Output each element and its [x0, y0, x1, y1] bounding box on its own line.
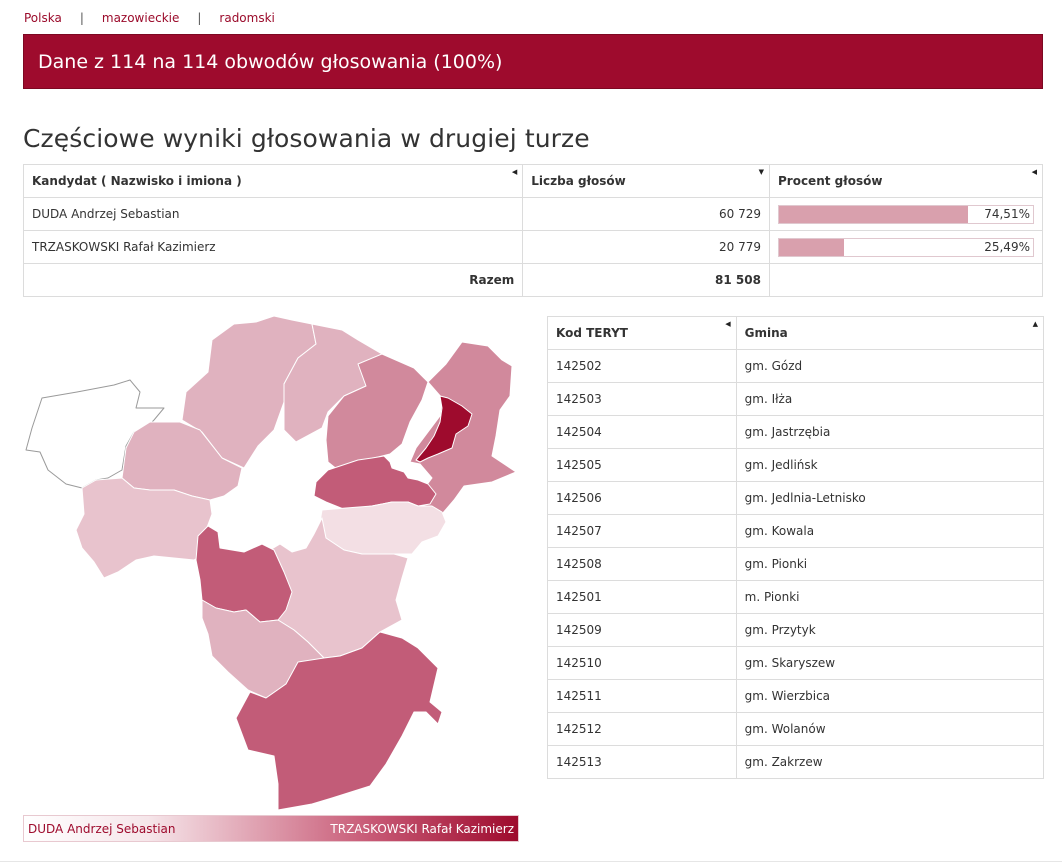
map-region-city[interactable]	[415, 395, 473, 463]
sort-left-icon[interactable]: ◀	[1031, 168, 1037, 176]
table-row[interactable]: 142505 gm. Jedlińsk	[547, 448, 1045, 482]
gmina-name: gm. Jedlnia-Letnisko	[735, 481, 1045, 515]
sort-left-icon[interactable]: ◀	[511, 168, 518, 176]
breadcrumb-separator: |	[197, 11, 202, 25]
bottom-divider	[0, 861, 1062, 862]
candidate-votes: 20 779	[522, 230, 770, 264]
table-row[interactable]: 142504 gm. Jastrzębia	[547, 415, 1045, 449]
table-row[interactable]: 142510 gm. Skaryszew	[547, 646, 1045, 680]
percent-bar-fill	[778, 238, 844, 256]
table-row[interactable]: 142501 m. Pionki	[547, 580, 1045, 614]
gmina-name: gm. Kowala	[735, 514, 1045, 548]
breadcrumb: Polska | mazowieckie | radomski	[24, 9, 275, 27]
table-row[interactable]: 142503 gm. Iłża	[547, 382, 1045, 416]
gmina-name: gm. Iłża	[735, 382, 1045, 416]
teryt-code: 142510	[547, 646, 737, 680]
candidate-percent: 74,51%	[768, 197, 1044, 231]
breadcrumb-radomski[interactable]: radomski	[219, 11, 275, 25]
table-row[interactable]: 142502 gm. Gózd	[547, 349, 1045, 383]
results-table: Kandydat ( Nazwisko i imiona ) ◀ Liczba …	[22, 164, 1044, 297]
total-label: Razem	[22, 263, 524, 297]
header-candidate-label: Kandydat ( Nazwisko i imiona )	[32, 174, 242, 188]
breadcrumb-separator: |	[79, 11, 84, 25]
table-row[interactable]: 142508 gm. Pionki	[547, 547, 1045, 581]
gminy-table: Kod TERYT ◀ Gmina ▲ 142502 gm. Gózd 142503…	[547, 316, 1045, 779]
map-region[interactable]	[283, 323, 387, 443]
map-region[interactable]	[235, 631, 443, 811]
gminy-header-row: Kod TERYT ◀ Gmina ▲	[547, 316, 1045, 350]
teryt-code: 142504	[547, 415, 737, 449]
sort-left-icon[interactable]: ◀	[725, 320, 731, 328]
teryt-code: 142506	[547, 481, 737, 515]
table-row: TRZASKOWSKI Rafał Kazimierz 20 779 25,49…	[22, 230, 1044, 264]
gmina-name: gm. Jedlińsk	[735, 448, 1045, 482]
teryt-code: 142509	[547, 613, 737, 647]
header-gmina-label: Gmina	[744, 326, 788, 340]
table-row[interactable]: 142507 gm. Kowala	[547, 514, 1045, 548]
map-region-empty	[25, 379, 165, 489]
table-row[interactable]: 142511 gm. Wierzbica	[547, 679, 1045, 713]
candidate-percent: 25,49%	[768, 230, 1044, 264]
candidate-name: TRZASKOWSKI Rafał Kazimierz	[22, 230, 524, 264]
legend-left-label: DUDA Andrzej Sebastian	[28, 821, 176, 836]
percent-label: 74,51%	[984, 206, 1030, 221]
breadcrumb-polska[interactable]: Polska	[24, 11, 62, 25]
total-empty	[768, 263, 1044, 297]
header-gmina[interactable]: Gmina ▲	[735, 316, 1045, 350]
sort-down-icon[interactable]: ▼	[758, 168, 764, 176]
percent-bar-fill	[778, 205, 969, 223]
teryt-code: 142512	[547, 712, 737, 746]
teryt-code: 142503	[547, 382, 737, 416]
gmina-name: gm. Skaryszew	[735, 646, 1045, 680]
teryt-code: 142507	[547, 514, 737, 548]
gmina-name: gm. Wolanów	[735, 712, 1045, 746]
header-votes-label: Liczba głosów	[531, 174, 626, 188]
header-votes[interactable]: Liczba głosów ▼	[522, 164, 770, 198]
header-percent-label: Procent głosów	[777, 174, 883, 188]
header-candidate[interactable]: Kandydat ( Nazwisko i imiona ) ◀	[22, 164, 524, 198]
gminy-body: 142502 gm. Gózd 142503 gm. Iłża 142504 gm. Ja…	[547, 349, 1045, 779]
data-coverage-banner: Dane z 114 na 114 obwodów głosowania (10…	[23, 34, 1043, 89]
total-row: Razem 81 508	[22, 263, 1044, 297]
teryt-code: 142511	[547, 679, 737, 713]
gmina-name: gm. Pionki	[735, 547, 1045, 581]
percent-bar: 25,49%	[777, 237, 1034, 257]
sort-up-icon[interactable]: ▲	[1032, 320, 1038, 328]
teryt-code: 142513	[547, 745, 737, 779]
district-map	[25, 315, 517, 811]
gmina-name: m. Pionki	[735, 580, 1045, 614]
map-regions	[25, 315, 517, 811]
teryt-code: 142505	[547, 448, 737, 482]
candidate-name: DUDA Andrzej Sebastian	[22, 197, 524, 231]
gmina-name: gm. Jastrzębia	[735, 415, 1045, 449]
teryt-code: 142502	[547, 349, 737, 383]
breadcrumb-mazowieckie[interactable]: mazowieckie	[101, 11, 180, 25]
total-value: 81 508	[522, 263, 770, 297]
section-title: Częściowe wyniki głosowania w drugiej tu…	[23, 124, 590, 153]
table-row[interactable]: 142512 gm. Wolanów	[547, 712, 1045, 746]
legend-right-label: TRZASKOWSKI Rafał Kazimierz	[330, 821, 514, 836]
percent-bar: 74,51%	[777, 204, 1034, 224]
table-row: DUDA Andrzej Sebastian 60 729 74,51%	[22, 197, 1044, 231]
percent-label: 25,49%	[984, 239, 1030, 254]
gmina-name: gm. Zakrzew	[735, 745, 1045, 779]
results-header-row: Kandydat ( Nazwisko i imiona ) ◀ Liczba …	[22, 164, 1044, 198]
teryt-code: 142508	[547, 547, 737, 581]
header-teryt-label: Kod TERYT	[556, 326, 628, 340]
map-legend: DUDA Andrzej Sebastian TRZASKOWSKI Rafał…	[23, 815, 519, 842]
gmina-name: gm. Przytyk	[735, 613, 1045, 647]
gmina-name: gm. Wierzbica	[735, 679, 1045, 713]
table-row[interactable]: 142509 gm. Przytyk	[547, 613, 1045, 647]
gmina-name: gm. Gózd	[735, 349, 1045, 383]
teryt-code: 142501	[547, 580, 737, 614]
header-percent[interactable]: Procent głosów ◀	[768, 164, 1044, 198]
table-row[interactable]: 142506 gm. Jedlnia-Letnisko	[547, 481, 1045, 515]
candidate-votes: 60 729	[522, 197, 770, 231]
table-row[interactable]: 142513 gm. Zakrzew	[547, 745, 1045, 779]
header-teryt[interactable]: Kod TERYT ◀	[547, 316, 737, 350]
